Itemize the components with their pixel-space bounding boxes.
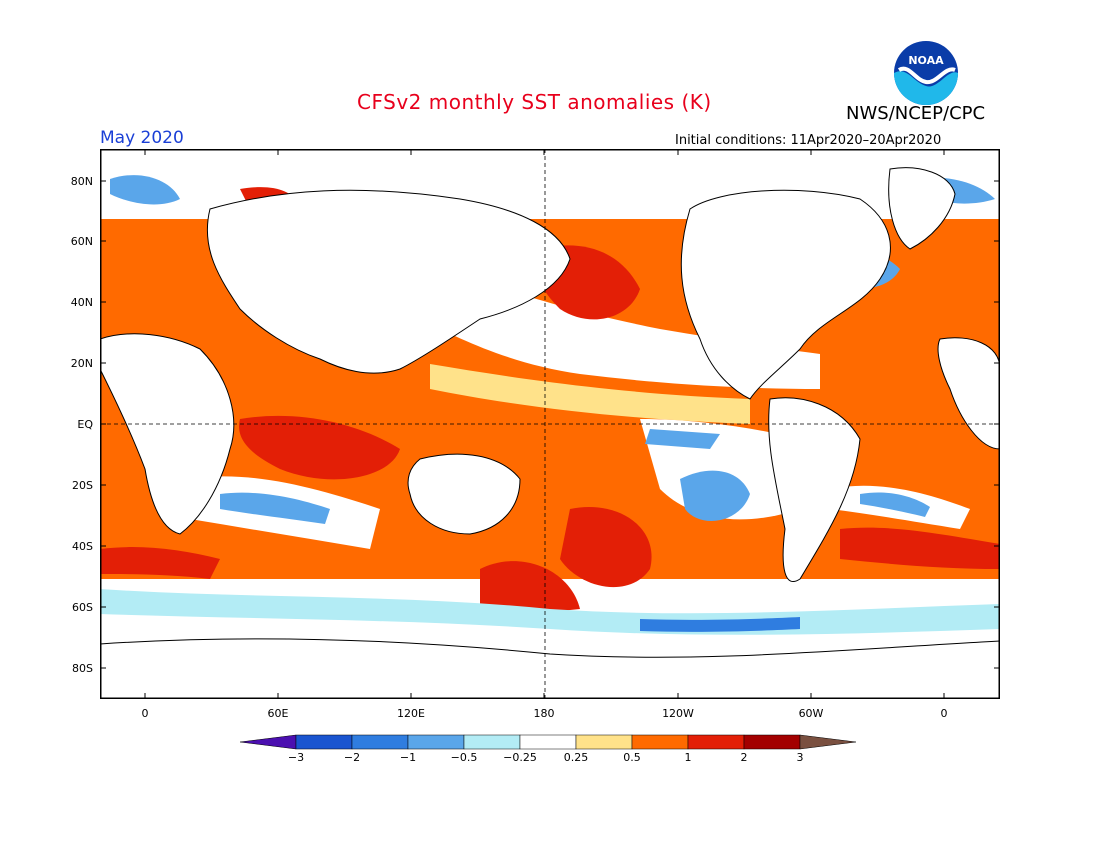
colorbar-segment — [631, 734, 689, 750]
colorbar-tick-label: 3 — [797, 751, 804, 764]
colorbar-segment — [351, 734, 409, 750]
colorbar-tick-label: 0.25 — [564, 751, 589, 764]
colorbar-segment — [687, 734, 745, 750]
colorbar-tick-label: −1 — [400, 751, 416, 764]
colorbar-segment — [743, 734, 801, 750]
lon-label: 0 — [941, 707, 948, 720]
map-svg — [100, 149, 1000, 699]
initial-conditions: Initial conditions: 11Apr2020–20Apr2020 — [675, 133, 942, 148]
lon-label: 180 — [534, 707, 555, 720]
lon-label: 60W — [799, 707, 824, 720]
colorbar: −3 −2 −1 −0.5 −0.25 0.25 0.5 1 2 3 — [239, 734, 857, 764]
colorbar-segment — [519, 734, 577, 750]
colorbar-segment — [463, 734, 521, 750]
colorbar-lower-extend — [239, 734, 297, 750]
lat-label: 60N — [71, 235, 93, 248]
lat-label: 80S — [72, 662, 93, 675]
map-gridlines — [100, 149, 1000, 699]
agency-label: NWS/NCEP/CPC — [846, 103, 986, 124]
lon-label: 60E — [268, 707, 289, 720]
colorbar-segment — [295, 734, 353, 750]
lat-label: 40S — [72, 540, 93, 553]
forecast-month: May 2020 — [100, 128, 184, 148]
lat-label: EQ — [77, 418, 93, 431]
lat-label: 20N — [71, 357, 93, 370]
colorbar-upper-extend — [799, 734, 857, 750]
colorbar-tick-label: −0.5 — [451, 751, 478, 764]
lat-label: 20S — [72, 479, 93, 492]
colorbar-tick-label: −3 — [288, 751, 304, 764]
colorbar-tick-label: −2 — [344, 751, 360, 764]
lon-label: 0 — [142, 707, 149, 720]
lat-label: 40N — [71, 296, 93, 309]
colorbar-tick-label: 0.5 — [623, 751, 641, 764]
land-masses — [100, 167, 1000, 699]
colorbar-tick-label: 2 — [741, 751, 748, 764]
noaa-logo: NOAA — [894, 41, 958, 105]
chart-title: CFSv2 monthly SST anomalies (K) — [357, 90, 712, 114]
colorbar-segment — [407, 734, 465, 750]
lat-label: 60S — [72, 601, 93, 614]
lon-label: 120E — [397, 707, 425, 720]
svg-text:NOAA: NOAA — [908, 54, 944, 67]
sst-anomaly-map — [100, 149, 1000, 699]
colorbar-segment — [575, 734, 633, 750]
colorbar-tick-label: −0.25 — [503, 751, 537, 764]
colorbar-tick-label: 1 — [685, 751, 692, 764]
lat-label: 80N — [71, 175, 93, 188]
lon-label: 120W — [662, 707, 694, 720]
